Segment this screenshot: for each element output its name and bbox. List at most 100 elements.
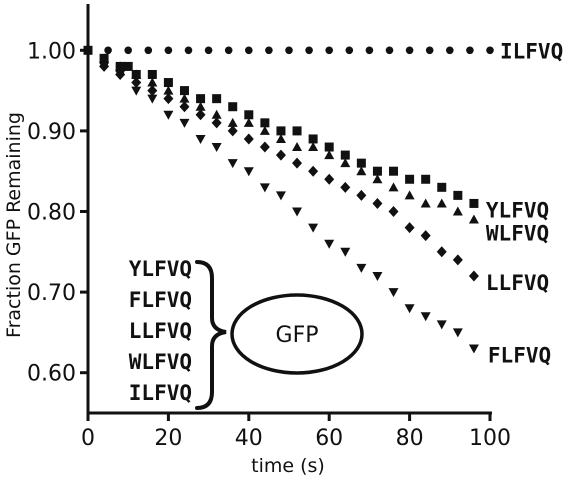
- marker-llfvq: [452, 254, 463, 266]
- series-label-wlfvq: WLFVQ: [486, 222, 549, 246]
- x-tick-label: 0: [81, 426, 95, 451]
- marker-ilfvq: [224, 46, 233, 55]
- legend: YLFVQ FLFVQ LLFVQ WLFVQ ILFVQ GFP: [129, 257, 364, 410]
- y-tick-label: 0.80: [27, 201, 76, 226]
- marker-ylfvq: [356, 158, 366, 168]
- marker-ylfvq: [308, 134, 318, 144]
- marker-wlfvq: [99, 53, 110, 63]
- marker-ylfvq: [405, 174, 415, 184]
- marker-ilfvq: [204, 46, 213, 55]
- marker-ylfvq: [163, 78, 173, 88]
- y-tick-label: 0.90: [27, 120, 76, 145]
- marker-wlfvq: [259, 125, 270, 135]
- x-ticks: 0 20 40 60 80 100: [81, 413, 511, 451]
- marker-flfvq: [372, 271, 383, 281]
- marker-flfvq: [115, 70, 126, 80]
- marker-llfvq: [179, 101, 190, 113]
- marker-wlfvq: [243, 117, 254, 127]
- marker-ylfvq: [292, 126, 302, 136]
- marker-wlfvq: [436, 198, 447, 208]
- marker-wlfvq: [195, 101, 206, 111]
- marker-flfvq: [388, 288, 399, 298]
- x-tick-label: 60: [315, 426, 343, 451]
- marker-ilfvq: [446, 46, 454, 55]
- marker-ylfvq: [123, 61, 133, 71]
- marker-ilfvq: [405, 46, 414, 55]
- data-markers: [83, 45, 494, 354]
- marker-wlfvq: [179, 93, 190, 103]
- marker-wlfvq: [452, 206, 463, 216]
- marker-llfvq: [275, 149, 286, 161]
- marker-llfvq: [227, 125, 238, 137]
- marker-ylfvq: [179, 86, 189, 96]
- marker-ilfvq: [345, 46, 354, 55]
- marker-ilfvq: [104, 46, 112, 55]
- legend-brace: [195, 260, 227, 410]
- series-label-llfvq: LLFVQ: [486, 271, 549, 295]
- marker-wlfvq: [292, 142, 303, 152]
- marker-wlfvq: [275, 133, 286, 143]
- marker-llfvq: [259, 141, 270, 153]
- marker-ylfvq: [372, 166, 382, 176]
- marker-ilfvq: [184, 46, 193, 55]
- marker-llfvq: [243, 133, 254, 145]
- marker-flfvq: [324, 239, 335, 249]
- x-tick-label: 20: [154, 426, 182, 451]
- marker-llfvq: [356, 189, 367, 201]
- marker-llfvq: [324, 173, 335, 185]
- marker-ylfvq: [228, 102, 238, 112]
- marker-ylfvq: [340, 150, 350, 160]
- marker-flfvq: [227, 159, 238, 169]
- marker-ylfvq: [83, 45, 93, 55]
- marker-wlfvq: [372, 174, 383, 184]
- marker-ilfvq: [486, 46, 494, 55]
- axes: [86, 4, 492, 415]
- marker-ylfvq: [196, 94, 206, 104]
- marker-wlfvq: [147, 77, 158, 87]
- x-axis-label: time (s): [251, 455, 325, 477]
- marker-wlfvq: [420, 198, 431, 208]
- marker-llfvq: [131, 77, 142, 89]
- series-label-ylfvq: YLFVQ: [486, 198, 549, 222]
- marker-wlfvq: [340, 158, 351, 168]
- marker-llfvq: [420, 230, 431, 242]
- marker-ylfvq: [437, 182, 447, 192]
- marker-ylfvq: [389, 166, 399, 176]
- marker-wlfvq: [324, 150, 335, 160]
- marker-flfvq: [340, 247, 351, 257]
- marker-ilfvq: [164, 46, 173, 55]
- marker-ylfvq: [147, 69, 157, 79]
- marker-llfvq: [292, 157, 303, 169]
- marker-flfvq: [468, 344, 479, 354]
- legend-entry: LLFVQ: [129, 319, 192, 343]
- legend-entry: ILFVQ: [129, 381, 192, 405]
- marker-wlfvq: [131, 69, 142, 79]
- marker-ilfvq: [245, 46, 253, 55]
- marker-llfvq: [308, 165, 319, 177]
- marker-ilfvq: [365, 46, 374, 55]
- marker-ylfvq: [469, 198, 479, 208]
- marker-llfvq: [404, 222, 415, 234]
- marker-ilfvq: [305, 46, 313, 55]
- marker-flfvq: [195, 134, 206, 144]
- marker-flfvq: [452, 328, 463, 338]
- marker-ylfvq: [260, 118, 270, 128]
- legend-entry: WLFVQ: [129, 350, 192, 374]
- marker-ylfvq: [324, 142, 334, 152]
- marker-ilfvq: [385, 46, 394, 55]
- marker-wlfvq: [356, 166, 367, 176]
- y-tick-label: 0.70: [27, 281, 76, 306]
- marker-llfvq: [388, 206, 399, 217]
- marker-ilfvq: [425, 46, 434, 55]
- marker-llfvq: [163, 93, 174, 105]
- y-tick-label: 0.60: [27, 362, 76, 387]
- marker-wlfvq: [211, 109, 222, 119]
- marker-wlfvq: [404, 190, 415, 200]
- gfp-label: GFP: [276, 323, 319, 348]
- marker-ylfvq: [276, 126, 286, 136]
- marker-flfvq: [179, 118, 190, 128]
- marker-ilfvq: [265, 46, 273, 55]
- marker-ilfvq: [325, 46, 334, 55]
